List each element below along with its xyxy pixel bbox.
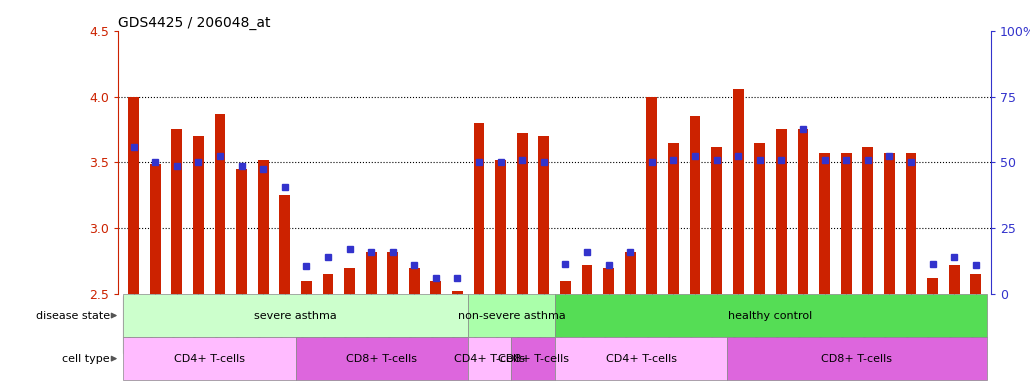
Bar xyxy=(732,89,744,294)
Bar xyxy=(344,268,355,294)
Bar xyxy=(258,160,269,294)
Bar xyxy=(128,96,139,294)
Bar xyxy=(625,252,636,294)
Text: GDS4425 / 206048_at: GDS4425 / 206048_at xyxy=(118,16,271,30)
Bar xyxy=(469,337,512,380)
Bar xyxy=(797,129,809,294)
Text: disease state: disease state xyxy=(36,311,110,321)
Bar xyxy=(149,164,161,294)
Text: healthy control: healthy control xyxy=(728,311,813,321)
Bar xyxy=(754,142,765,294)
Bar xyxy=(171,129,182,294)
Text: CD4+ T-cells: CD4+ T-cells xyxy=(174,354,245,364)
Bar xyxy=(905,153,917,294)
Bar xyxy=(387,252,399,294)
Bar xyxy=(690,116,700,294)
Bar xyxy=(554,294,987,337)
Bar xyxy=(884,153,895,294)
Bar xyxy=(604,268,614,294)
Bar xyxy=(539,136,549,294)
Bar xyxy=(366,252,377,294)
Text: CD8+ T-cells: CD8+ T-cells xyxy=(346,354,417,364)
Bar xyxy=(927,278,938,294)
Bar xyxy=(949,265,960,294)
Bar xyxy=(512,337,554,380)
Text: CD4+ T-cells: CD4+ T-cells xyxy=(606,354,677,364)
Bar xyxy=(647,96,657,294)
Bar xyxy=(711,147,722,294)
Bar xyxy=(517,133,527,294)
Bar xyxy=(193,136,204,294)
Bar xyxy=(840,153,852,294)
Bar xyxy=(301,281,312,294)
Text: non-severe asthma: non-severe asthma xyxy=(457,311,565,321)
Bar xyxy=(776,129,787,294)
Bar xyxy=(296,337,469,380)
Bar xyxy=(452,291,462,294)
Bar xyxy=(409,268,419,294)
Bar xyxy=(560,281,571,294)
Bar xyxy=(582,265,592,294)
Text: CD8+ T-cells: CD8+ T-cells xyxy=(497,354,569,364)
Bar xyxy=(727,337,987,380)
Text: CD4+ T-cells: CD4+ T-cells xyxy=(454,354,525,364)
Text: CD8+ T-cells: CD8+ T-cells xyxy=(822,354,892,364)
Bar xyxy=(862,147,873,294)
Bar xyxy=(474,123,484,294)
Bar xyxy=(279,195,290,294)
Bar xyxy=(123,337,296,380)
Bar xyxy=(236,169,247,294)
Bar xyxy=(123,294,469,337)
Bar xyxy=(554,337,727,380)
Bar xyxy=(668,142,679,294)
Bar xyxy=(431,281,441,294)
Bar xyxy=(495,160,506,294)
Bar xyxy=(214,114,226,294)
Bar xyxy=(819,153,830,294)
Bar xyxy=(469,294,554,337)
Text: cell type: cell type xyxy=(62,354,110,364)
Text: severe asthma: severe asthma xyxy=(254,311,337,321)
Bar xyxy=(970,274,982,294)
Bar xyxy=(322,274,334,294)
